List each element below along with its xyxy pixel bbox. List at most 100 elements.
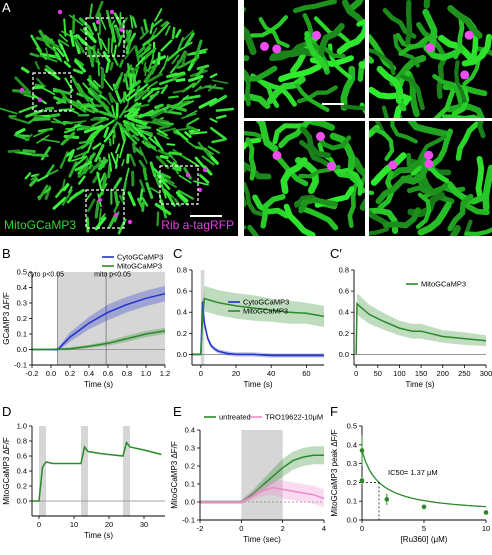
x-tick-label: 300 (480, 369, 492, 378)
mito-segment (173, 28, 174, 38)
mito-segment (123, 183, 126, 199)
mito-segment (145, 20, 147, 31)
y-tick-label: 0.4 (177, 308, 187, 317)
x-tick-label: 0.4 (84, 369, 94, 378)
data-point (422, 505, 427, 510)
y-tick-label: 0.2 (339, 329, 349, 338)
x-tick-label: 40 (267, 369, 275, 378)
fit-curve (362, 450, 486, 506)
data-point (385, 497, 390, 502)
mito-segment (125, 169, 128, 183)
mito-tubule (410, 121, 446, 134)
mito-segment (153, 20, 162, 27)
y-tick-label: 0.1 (185, 480, 195, 489)
y-tick-label: 0.8 (17, 437, 27, 446)
y-tick-label: 0.2 (185, 462, 195, 471)
panel-letter-a: A (2, 0, 11, 15)
mito-segment (36, 62, 39, 68)
mito-segment (64, 185, 68, 190)
ribbon-spot (327, 162, 336, 171)
mito-segment (94, 24, 96, 30)
y-tick-label: 0.8 (177, 266, 187, 275)
mito-segment (33, 155, 47, 156)
mito-segment (201, 176, 209, 183)
mito-segment (62, 133, 74, 144)
mito-segment (79, 177, 84, 184)
mito-tubule (369, 229, 387, 233)
mito-segment (156, 105, 163, 107)
x-tick-label: 0.0 (46, 369, 56, 378)
mito-segment (152, 89, 159, 90)
micrograph-overview: MitoGCaMP3 Rib a-tagRFP (0, 0, 238, 236)
y-tick-label: 0.8 (339, 266, 349, 275)
y-tick-label: 0.3 (347, 459, 357, 468)
mito-segment (144, 63, 145, 71)
mito-segment (206, 87, 223, 89)
mito-segment (74, 70, 82, 73)
y-tick-label: 0.2 (347, 478, 357, 487)
ribbon-spot (128, 220, 132, 224)
x-tick-label: 4 (322, 524, 326, 533)
data-point (360, 478, 365, 483)
mito-segment (128, 64, 129, 78)
x-tick-label: 2 (281, 524, 285, 533)
data-point (484, 510, 489, 515)
micrograph-inset-4 (369, 121, 492, 236)
mito-segment (120, 140, 125, 157)
x-axis-label: Time (sec) (243, 535, 281, 544)
mito-tubule (351, 0, 365, 9)
mito-segment (162, 41, 172, 51)
ribbon-spot (316, 132, 325, 141)
mito-segment (148, 82, 157, 88)
y-tick-label: 0.0 (17, 345, 27, 354)
mito-tubule (250, 227, 280, 236)
mito-segment (46, 108, 52, 109)
mito-segment (187, 141, 196, 148)
mito-segment (120, 61, 122, 67)
overview-image (0, 0, 238, 236)
series-line (32, 443, 162, 502)
mito-tubule (301, 208, 335, 227)
y-tick-label: 0.1 (17, 330, 27, 339)
y-tick-label: -0.1 (14, 361, 27, 370)
x-axis-label: Time (s) (243, 380, 272, 389)
ribbon-spot (96, 20, 100, 24)
mito-segment (58, 101, 64, 103)
micrograph-inset-3 (244, 121, 365, 236)
x-tick-label: 0.8 (122, 369, 132, 378)
mito-segment (115, 179, 121, 188)
mito-segment (125, 92, 126, 99)
mito-segment (20, 106, 37, 112)
y-tick-label: 0.6 (177, 287, 187, 296)
x-axis-label: Time (s) (84, 531, 113, 540)
mito-segment (140, 161, 145, 169)
mito-segment (104, 121, 114, 128)
mito-segment (177, 30, 181, 36)
mito-segment (217, 116, 225, 118)
mito-segment (89, 154, 94, 162)
mito-segment (122, 160, 124, 166)
label-rib-tagrfp: Rib a-tagRFP (161, 216, 234, 234)
data-point (360, 448, 365, 453)
x-tick-label: 200 (436, 369, 449, 378)
micrograph-inset-1 (244, 0, 365, 118)
x-tick-label: 50 (374, 369, 382, 378)
x-axis-label: Time (s) (405, 380, 434, 389)
x-tick-label: 150 (415, 369, 428, 378)
mito-segment (87, 218, 88, 231)
micrograph-inset-2 (369, 0, 492, 118)
ribbon-spot (38, 98, 42, 102)
mito-tubule (375, 129, 392, 159)
label-mitogcamp3: MitoGCaMP3 (4, 216, 76, 234)
legend-label: untreated (219, 413, 251, 422)
mito-tubule (270, 79, 302, 100)
ribbon-spot (389, 161, 398, 170)
mito-segment (116, 144, 119, 152)
x-tick-label: -2 (197, 524, 204, 533)
mito-tubule (281, 67, 319, 79)
mito-segment (186, 133, 191, 137)
mito-segment (128, 155, 129, 162)
